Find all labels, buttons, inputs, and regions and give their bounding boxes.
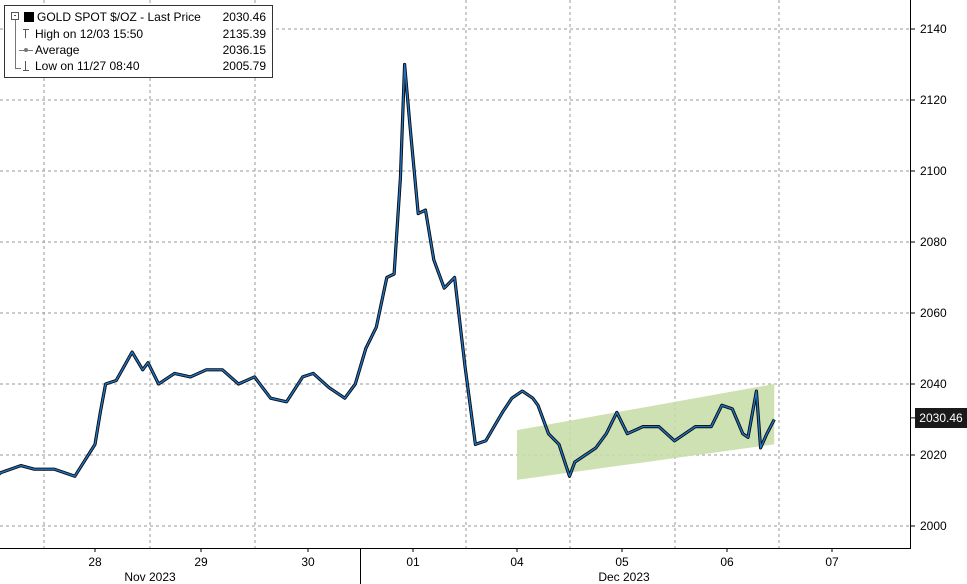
series-swatch-icon — [24, 12, 34, 22]
legend-low-label: Low on 11/27 08:40 — [35, 59, 140, 73]
series-layer — [0, 62, 776, 478]
legend-average-label: Average — [35, 43, 80, 57]
high-marker-stem-icon — [25, 29, 26, 38]
high-marker-icon — [23, 29, 29, 30]
y-tick-label: 2100 — [920, 164, 947, 178]
x-month-label: Nov 2023 — [124, 570, 176, 584]
legend-high-label: High on 12/03 15:50 — [35, 27, 144, 41]
series-line — [0, 63, 775, 477]
legend-average-value: 2036.15 — [222, 43, 266, 57]
legend-row-low: Low on 11/27 08:40 2005.79 — [5, 58, 266, 74]
x-tick-label: 06 — [720, 555, 734, 569]
collapse-icon[interactable] — [11, 12, 19, 20]
last-price-badge: 2030.46 — [915, 408, 967, 428]
x-tick-label: 30 — [301, 555, 315, 569]
x-tick-label: 29 — [194, 555, 208, 569]
x-tick-label: 28 — [88, 555, 102, 569]
y-tick-label: 2140 — [920, 22, 947, 36]
gridlines — [0, 0, 910, 548]
minus-icon — [14, 15, 16, 16]
x-tick-label: 07 — [825, 555, 839, 569]
x-tick-label: 04 — [510, 555, 524, 569]
tree-branch-icon — [15, 68, 21, 69]
legend-row-average: Average 2036.15 — [5, 42, 266, 58]
low-marker-icon — [23, 70, 29, 71]
tree-line-icon — [15, 58, 16, 68]
low-marker-stem-icon — [25, 61, 26, 70]
trend-channel — [517, 384, 775, 480]
legend-row-high: High on 12/03 15:50 2135.39 — [5, 20, 266, 42]
legend-title: GOLD SPOT $/OZ - Last Price — [37, 10, 201, 24]
y-tick-labels: 2000 2020 2040 2060 2080 2100 2120 2140 — [910, 22, 947, 533]
y-tick-label: 2000 — [920, 519, 947, 533]
tree-line-icon — [15, 20, 16, 42]
y-tick-label: 2040 — [920, 377, 947, 391]
x-tick-labels: 28 29 30 01 04 05 06 07 Nov 2023 Dec 2023 — [88, 548, 839, 584]
legend-title-value: 2030.46 — [222, 10, 266, 24]
x-tick-label: 05 — [615, 555, 629, 569]
legend-row-title: GOLD SPOT $/OZ - Last Price 2030.46 — [5, 9, 266, 25]
average-dot-icon — [24, 48, 28, 52]
x-tick-label: 01 — [406, 555, 420, 569]
y-tick-label: 2020 — [920, 448, 947, 462]
x-month-label: Dec 2023 — [598, 570, 650, 584]
tree-line-icon — [15, 42, 16, 58]
y-tick-label: 2120 — [920, 93, 947, 107]
y-tick-label: 2080 — [920, 235, 947, 249]
legend-high-value: 2135.39 — [222, 27, 266, 41]
legend-low-value: 2005.79 — [222, 59, 266, 73]
trend-channel-band — [517, 384, 775, 480]
axes — [0, 0, 911, 584]
y-tick-label: 2060 — [920, 306, 947, 320]
legend: GOLD SPOT $/OZ - Last Price 2030.46 High… — [4, 5, 273, 78]
